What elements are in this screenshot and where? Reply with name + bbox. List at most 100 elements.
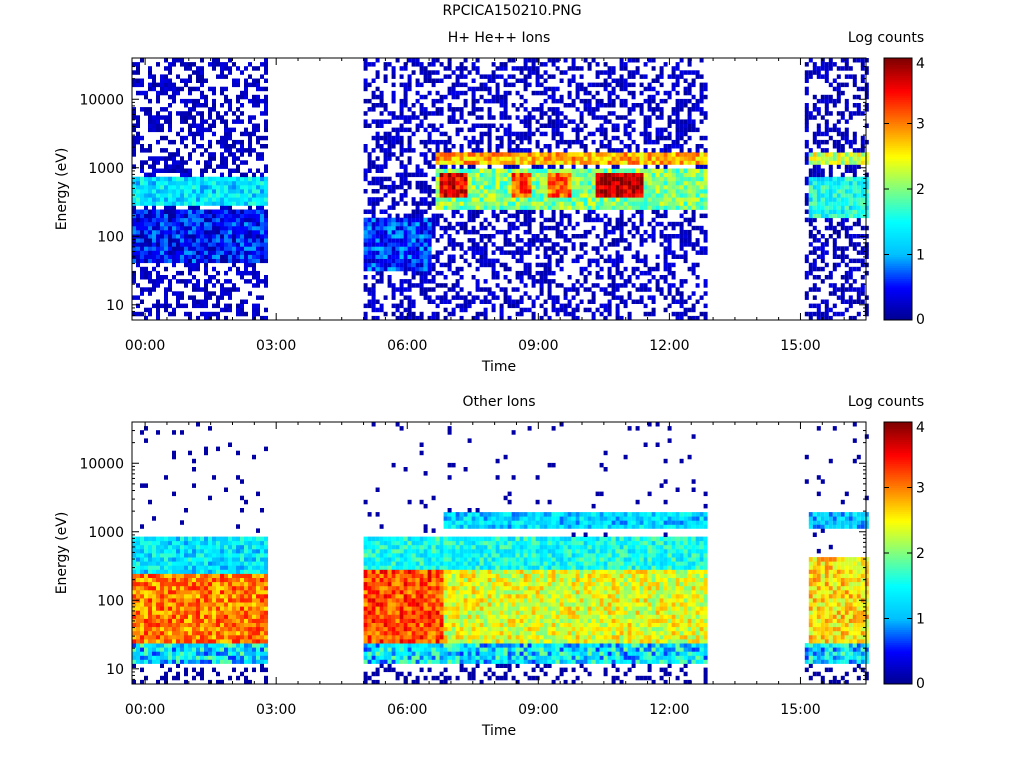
heatmap-cell [659,205,664,210]
heatmap-cell [228,266,232,272]
heatmap-cell [467,229,472,235]
heatmap-cell [491,197,496,202]
heatmap-cell [623,86,628,92]
heatmap-cell [447,266,452,272]
heatmap-cell [375,307,380,313]
heatmap-cell [479,139,484,145]
heatmap-cell [439,94,444,100]
heatmap-cell [168,127,172,133]
heatmap-cell [495,98,500,104]
heatmap-cell [507,135,512,141]
heatmap-cell [264,246,268,251]
heatmap-cell [228,172,232,178]
heatmap-cell [699,111,704,116]
heatmap-cell [224,291,228,296]
heatmap-cell [615,176,620,182]
heatmap-cell [371,148,376,153]
heatmap-cell [824,242,829,247]
heatmap-cell [188,266,192,272]
heatmap-cell [647,270,652,276]
heatmap-cell [367,82,372,88]
heatmap-cell [260,221,264,227]
heatmap-cell [595,180,600,186]
heatmap-cell [623,180,628,186]
heatmap-cell [479,254,484,259]
heatmap-cell [260,156,264,161]
heatmap-cell [447,299,452,304]
heatmap-cell [459,180,464,186]
heatmap-cell [176,303,180,309]
heatmap-cell [515,311,520,317]
heatmap-cell [375,266,380,272]
heatmap-cell [140,250,144,255]
heatmap-cell [531,131,536,137]
heatmap-cell [583,90,588,96]
heatmap-cell [655,78,660,83]
heatmap-cell [415,238,420,243]
heatmap-cell [503,94,508,100]
heatmap-cell [567,201,572,206]
heatmap-cell [691,262,696,268]
heatmap-cell [603,127,608,133]
heatmap-cell [703,180,708,186]
heatmap-cell [160,254,164,259]
heatmap-cell [403,254,408,259]
heatmap-cell [244,189,248,194]
heatmap-cell [615,258,620,264]
heatmap-cell [172,197,176,202]
heatmap-cell [559,180,564,186]
heatmap-cell [643,193,648,198]
heatmap-cell [156,123,160,128]
heatmap-cell [655,131,660,137]
heatmap-cell [371,180,376,186]
heatmap-cell [164,176,168,182]
heatmap-cell [591,172,596,178]
heatmap-cell [567,275,572,280]
heatmap-cell [435,107,440,112]
heatmap-cell [180,176,184,182]
heatmap-cell [399,238,404,243]
heatmap-cell [507,189,512,194]
heatmap-cell [463,307,468,313]
heatmap-cell [467,205,472,210]
heatmap-cell [844,189,849,194]
heatmap-cell [451,189,456,194]
heatmap-cell [603,197,608,202]
heatmap-cell [136,229,140,235]
heatmap-cell [391,201,396,206]
heatmap-cell [471,184,476,190]
heatmap-cell [208,250,212,255]
heatmap-cell [232,225,236,231]
heatmap-cell [515,184,520,190]
heatmap-cell [635,70,640,75]
heatmap-cell [599,152,604,157]
heatmap-cell [156,119,160,124]
heatmap-cell [391,197,396,202]
heatmap-cell [415,62,420,67]
heatmap-cell [184,221,188,227]
heatmap-cell [451,295,456,300]
heatmap-cell [387,283,392,288]
heatmap-cell [252,246,256,251]
heatmap-cell [687,229,692,235]
heatmap-cell [527,209,532,214]
heatmap-cell [687,86,692,92]
heatmap-cell [603,205,608,210]
heatmap-cell [812,168,817,173]
heatmap-cell [631,176,636,182]
heatmap-cell [856,295,861,300]
heatmap-cell [403,189,408,194]
heatmap-cell [663,152,668,157]
heatmap-cell [423,254,428,259]
heatmap-cell [260,189,264,194]
heatmap-cell [160,242,164,247]
heatmap-cell [419,213,424,219]
heatmap-cell [471,103,476,108]
heatmap-cell [667,221,672,227]
heatmap-cell [132,135,136,141]
heatmap-cell [531,311,536,317]
heatmap-cell [860,209,865,214]
heatmap-cell [615,127,620,133]
heatmap-cell [551,94,556,100]
heatmap-cell [160,74,164,79]
